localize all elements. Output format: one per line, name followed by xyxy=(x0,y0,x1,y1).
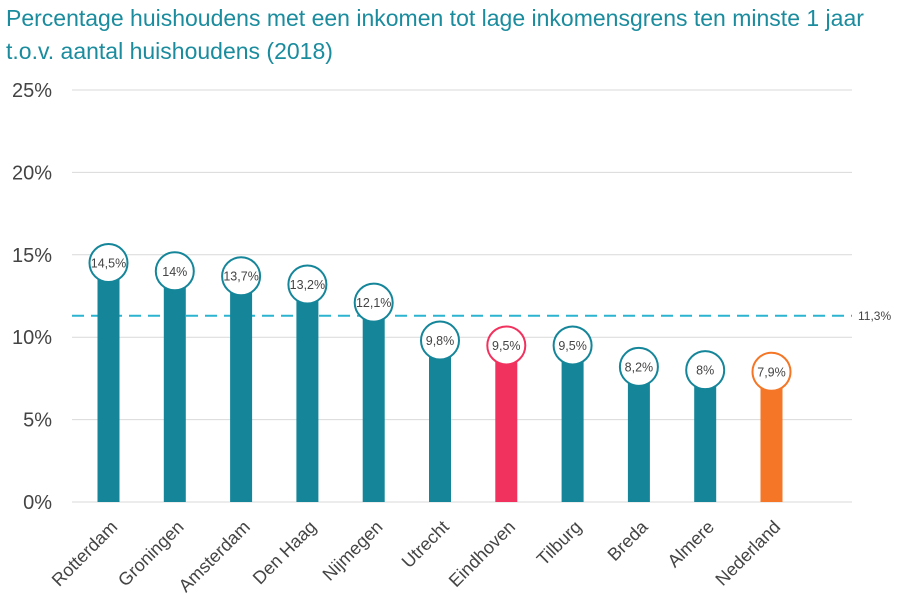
category-label: Breda xyxy=(604,516,653,565)
data-label: 14% xyxy=(162,265,187,279)
bar xyxy=(163,271,186,502)
data-labels: 14,5% 14% 13,7% 13,2% 12,1% 9,8% 9,5% 9,5% 8,2% 8… xyxy=(88,243,792,392)
category-label: Amsterdam xyxy=(175,517,254,596)
data-label-bubble xyxy=(353,282,394,323)
average-reference-line: 11,3% xyxy=(72,309,891,323)
data-label: 9,8% xyxy=(426,334,455,348)
y-tick-label: 25% xyxy=(12,80,52,102)
y-axis-tick-labels: 0% 5% 10% 15% 20% 25% xyxy=(12,80,52,514)
data-label-bubble xyxy=(751,351,792,392)
y-tick-label: 0% xyxy=(23,492,52,514)
category-label: Nijmegen xyxy=(319,517,387,585)
bar xyxy=(627,366,650,502)
y-tick-label: 20% xyxy=(12,162,52,184)
data-label: 14,5% xyxy=(91,257,126,271)
bar xyxy=(760,371,783,502)
reference-line-label: 11,3% xyxy=(858,309,891,323)
data-label-bubble xyxy=(88,243,129,284)
category-label: Utrecht xyxy=(398,517,453,572)
category-label: Tilburg xyxy=(533,517,586,570)
data-label-bubble xyxy=(618,346,659,387)
data-label-bubble xyxy=(287,264,328,305)
data-label: 12,1% xyxy=(356,296,391,310)
data-label: 7,9% xyxy=(757,365,786,379)
bar xyxy=(362,302,385,502)
category-label: Rotterdam xyxy=(48,517,122,591)
bar xyxy=(561,345,584,502)
data-label: 8% xyxy=(696,364,714,378)
category-label: Den Haag xyxy=(249,517,320,588)
data-label-bubble xyxy=(552,325,593,366)
y-tick-label: 10% xyxy=(12,327,52,349)
category-label: Nederland xyxy=(711,517,784,590)
bar xyxy=(230,276,253,502)
bar xyxy=(97,263,120,502)
gridlines xyxy=(72,89,852,503)
data-label-bubble xyxy=(486,325,527,366)
bar xyxy=(694,370,717,502)
data-label: 13,7% xyxy=(223,270,258,284)
data-label-bubble xyxy=(685,350,726,391)
data-label-bubble xyxy=(154,251,195,292)
chart-title: Percentage huishoudens met een inkomen t… xyxy=(6,5,864,64)
bar xyxy=(296,284,319,502)
data-label: 8,2% xyxy=(625,360,654,374)
y-tick-label: 5% xyxy=(23,410,52,432)
bars xyxy=(97,263,783,502)
data-label: 13,2% xyxy=(290,278,325,292)
y-tick-label: 15% xyxy=(12,245,52,267)
bar xyxy=(495,345,518,502)
data-label: 9,5% xyxy=(492,339,521,353)
data-label: 9,5% xyxy=(558,339,587,353)
category-label: Eindhoven xyxy=(445,517,519,591)
data-label-bubble xyxy=(420,320,460,361)
data-label-bubble xyxy=(221,256,262,297)
category-label: Almere xyxy=(664,517,718,571)
bar xyxy=(429,340,451,502)
